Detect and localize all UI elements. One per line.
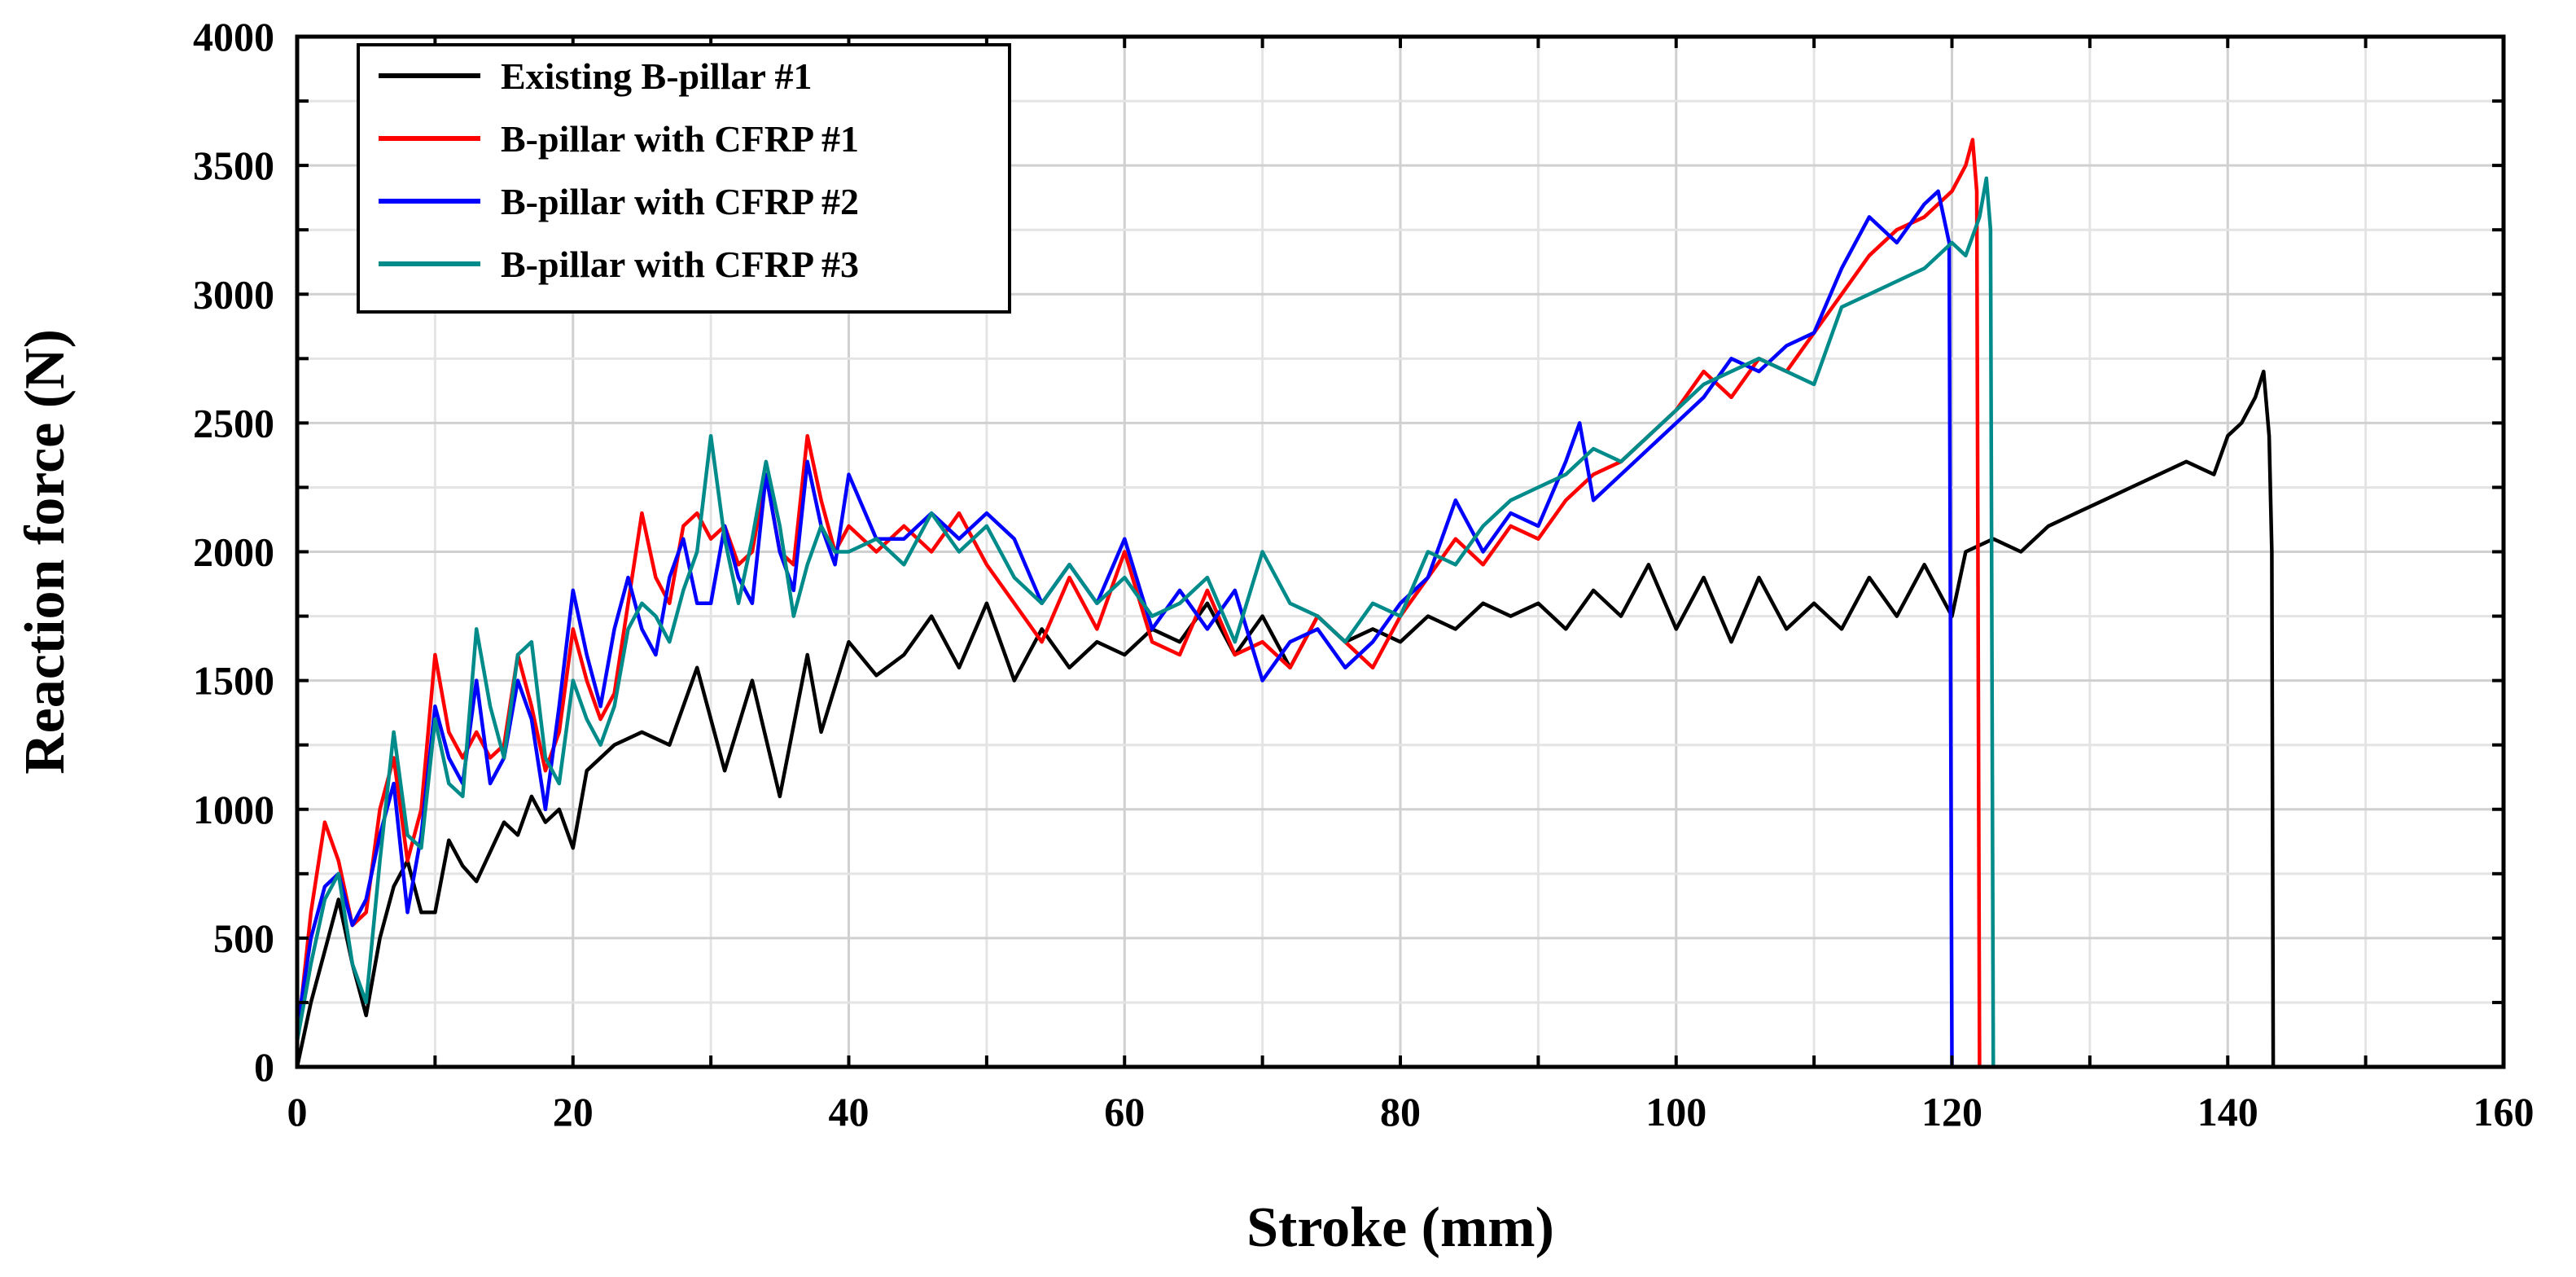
series-lines [295,138,2276,1068]
x-tick-label: 20 [553,1089,594,1134]
series-line-3 [295,189,1954,1068]
y-tick-label: 4000 [193,14,274,59]
legend-label: Existing B-pillar #1 [501,55,813,97]
y-tick-labels: 0 500 1000 1500 2000 2500 3000 3500 4000 [193,14,274,1090]
y-tick-label: 2500 [193,400,274,445]
x-tick-label: 100 [1645,1089,1706,1134]
x-tick-label: 160 [2473,1089,2534,1134]
x-tick-label: 120 [1921,1089,1982,1134]
y-tick-label: 1500 [193,658,274,704]
x-tick-label: 0 [287,1089,308,1134]
x-tick-label: 40 [829,1089,870,1134]
legend-label: B-pillar with CFRP #3 [501,244,859,285]
x-tick-labels: 0 20 40 60 80 100 120 140 160 [287,1089,2534,1134]
y-tick-label: 3500 [193,143,274,188]
y-tick-label: 0 [254,1044,274,1090]
x-tick-label: 80 [1380,1089,1421,1134]
legend-box [357,43,1011,314]
y-tick-label: 3000 [193,271,274,317]
y-axis-title: Reaction force (N) [14,329,77,775]
y-tick-label: 2000 [193,529,274,575]
y-tick-label: 500 [213,915,274,961]
x-tick-label: 140 [2197,1089,2258,1134]
y-tick-label: 1000 [193,787,274,832]
series-line-4 [295,176,1996,1068]
legend-label: B-pillar with CFRP #1 [501,118,859,160]
series-line-1 [295,369,2276,1068]
legend-label: B-pillar with CFRP #2 [501,181,859,222]
axis-ticks [297,37,2504,1067]
x-tick-label: 60 [1104,1089,1145,1134]
x-axis-title: Stroke (mm) [1246,1196,1554,1259]
legend: Existing B-pillar #1 B-pillar with CFRP #… [357,43,1011,314]
